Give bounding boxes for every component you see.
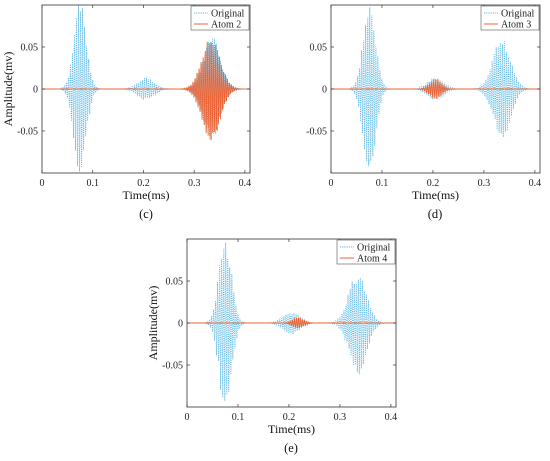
x-tick-label: 0 — [185, 412, 190, 423]
panel-label: (c) — [139, 207, 153, 221]
legend-box — [336, 239, 396, 265]
legend-box — [480, 5, 540, 31]
x-tick-label: 0.2 — [137, 178, 150, 189]
y-tick-label: -0.05 — [17, 127, 38, 138]
x-tick-label: 0.1 — [232, 412, 245, 423]
x-tick-label: 0.3 — [334, 412, 347, 423]
y-tick-label: -0.05 — [306, 127, 327, 138]
x-tick-label: 0.3 — [188, 178, 201, 189]
series-line-atom — [42, 41, 250, 140]
plot-area — [42, 5, 250, 172]
x-tick-label: 0 — [329, 178, 334, 189]
x-tick-label: 0.1 — [376, 178, 389, 189]
legend-label: Atom 3 — [501, 20, 531, 31]
x-tick-label: 0.4 — [529, 178, 542, 189]
x-axis-label: Time(ms) — [412, 188, 459, 202]
y-tick-label: 0 — [33, 85, 38, 96]
plot-area — [331, 7, 540, 167]
y-tick-label: 0.05 — [310, 43, 328, 54]
x-tick-label: 0 — [40, 178, 45, 189]
chart-panel-1: 0 0.1 0.2 0.3 0.4 0.05 0 -0.05 Time(ms) Amplitude… — [1, 4, 252, 221]
chart-panel-3: 0 0.1 0.2 0.3 0.4 0.05 0 -0.05 Time(ms) Amplitude… — [146, 238, 398, 455]
series-line-atom — [331, 77, 540, 100]
panel-label: (d) — [428, 207, 443, 221]
legend-label: Original — [357, 243, 391, 254]
series-line-atom — [187, 316, 396, 329]
x-tick-label: 0.2 — [283, 412, 296, 423]
plot-area — [187, 242, 396, 401]
x-tick-label: 0.4 — [385, 412, 398, 423]
legend-label: Atom 4 — [357, 254, 387, 265]
y-tick-label: 0.05 — [21, 43, 39, 54]
y-tick-label: -0.05 — [162, 361, 183, 372]
panel-label: (e) — [284, 441, 298, 455]
legend-label: Original — [501, 9, 535, 20]
chart-panel-2: 0 0.1 0.2 0.3 0.4 0.05 0 -0.05 Time(ms) (d) Origin… — [306, 4, 542, 221]
x-tick-label: 0.3 — [478, 178, 491, 189]
x-tick-label: 0.4 — [239, 178, 252, 189]
y-tick-label: 0 — [178, 319, 183, 330]
x-tick-label: 0.2 — [427, 178, 440, 189]
y-axis-label: Amplitude(mv) — [146, 286, 160, 361]
legend-box — [190, 5, 250, 31]
x-tick-label: 0.1 — [86, 178, 99, 189]
legend-label: Original — [211, 9, 245, 20]
y-tick-label: 0 — [322, 85, 327, 96]
x-axis-label: Time(ms) — [123, 188, 170, 202]
y-axis-label: Amplitude(mv) — [1, 52, 15, 127]
y-tick-label: 0.05 — [166, 277, 184, 288]
legend-label: Atom 2 — [211, 20, 241, 31]
x-axis-label: Time(ms) — [268, 422, 315, 436]
